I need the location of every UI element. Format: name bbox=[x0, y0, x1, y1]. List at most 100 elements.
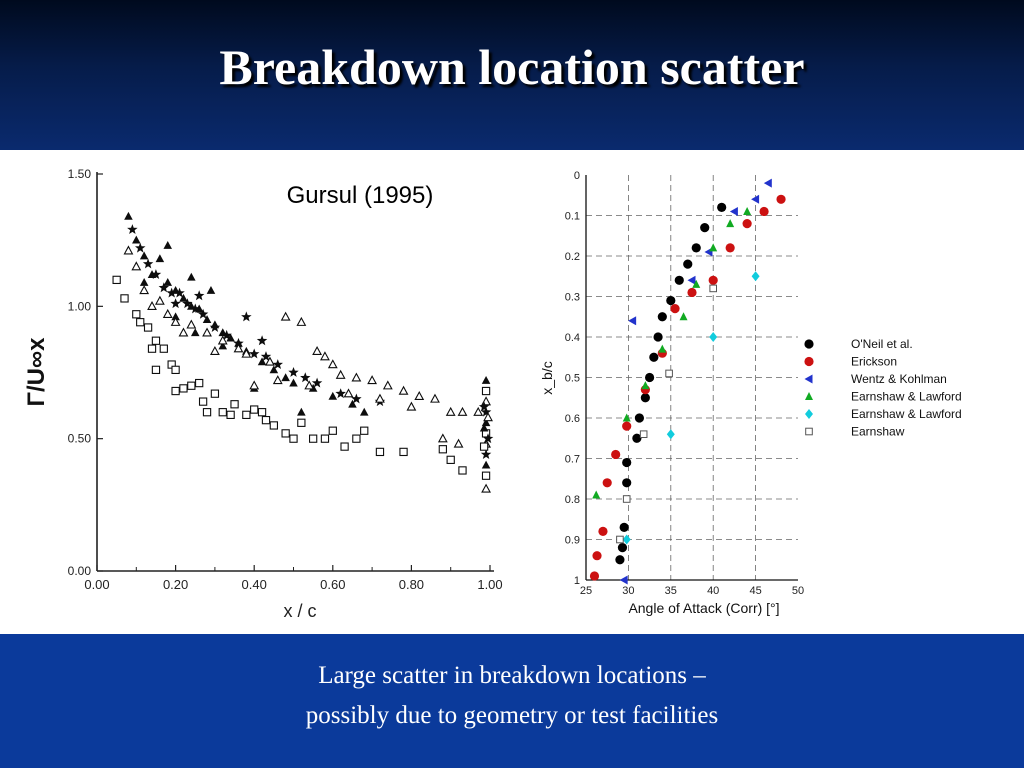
legend-entry-label: O'Neil et al. bbox=[851, 337, 913, 351]
left-data-point bbox=[218, 408, 227, 417]
left-data-point bbox=[136, 318, 145, 327]
left-data-point bbox=[289, 434, 298, 443]
left-data-point bbox=[445, 406, 456, 416]
right-y-tick-label: 0.1 bbox=[565, 211, 580, 223]
right-data-point bbox=[602, 478, 612, 488]
title-banner: Breakdown location scatter bbox=[0, 0, 1024, 150]
left-x-axis-label: x / c bbox=[283, 601, 316, 621]
left-data-point bbox=[202, 327, 212, 337]
left-data-point bbox=[304, 380, 315, 390]
left-data-point bbox=[289, 378, 298, 387]
right-y-tick-label: 0.4 bbox=[565, 332, 580, 344]
left-data-point bbox=[163, 278, 173, 286]
right-data-point bbox=[657, 312, 667, 322]
left-y-tick-label: 1.50 bbox=[68, 167, 92, 181]
left-data-point bbox=[257, 357, 267, 366]
right-data-point bbox=[759, 206, 769, 217]
left-data-point bbox=[375, 447, 385, 457]
left-data-point bbox=[480, 449, 492, 459]
left-data-point bbox=[481, 460, 491, 469]
left-data-point bbox=[233, 337, 244, 348]
left-data-point bbox=[187, 272, 196, 281]
left-data-point bbox=[151, 365, 161, 375]
right-data-point bbox=[622, 457, 632, 468]
left-data-point bbox=[206, 285, 216, 294]
right-x-tick-label: 40 bbox=[707, 585, 719, 597]
left-data-point bbox=[438, 445, 447, 454]
left-data-point bbox=[249, 380, 260, 390]
right-x-tick-label: 45 bbox=[749, 585, 761, 597]
right-data-point bbox=[617, 543, 628, 553]
right-y-axis-label: x_b/c bbox=[539, 361, 555, 394]
left-data-point bbox=[218, 341, 228, 350]
right-data-point bbox=[653, 332, 663, 342]
right-data-point bbox=[708, 275, 718, 285]
right-x-tick-label: 35 bbox=[665, 585, 677, 597]
left-data-point bbox=[260, 351, 272, 362]
left-data-point bbox=[312, 345, 322, 356]
right-y-tick-label: 0.8 bbox=[565, 494, 580, 506]
left-data-point bbox=[453, 438, 464, 448]
right-data-point bbox=[679, 312, 688, 321]
left-data-point bbox=[195, 378, 204, 388]
right-data-point bbox=[622, 495, 631, 503]
right-y-tick-label: 0 bbox=[574, 170, 580, 182]
left-data-point bbox=[250, 405, 259, 414]
left-data-point bbox=[124, 211, 133, 220]
left-data-point bbox=[187, 381, 196, 390]
right-data-point bbox=[709, 284, 717, 293]
left-data-point bbox=[281, 373, 290, 382]
left-x-tick-label: 0.40 bbox=[242, 577, 267, 592]
legend-marker bbox=[805, 392, 813, 400]
legend-entry-label: Wentz & Kohlman bbox=[851, 372, 947, 386]
left-data-point bbox=[406, 401, 417, 411]
left-data-point bbox=[308, 434, 318, 443]
left-data-point bbox=[171, 365, 180, 375]
left-data-point bbox=[127, 224, 138, 234]
right-x-axis-label: Angle of Attack (Corr) [°] bbox=[628, 600, 779, 616]
right-data-point bbox=[640, 393, 650, 403]
right-data-point bbox=[622, 534, 631, 545]
left-data-point bbox=[327, 359, 338, 369]
gursul-1995-annotation: Gursul (1995) bbox=[287, 182, 434, 209]
legend-marker bbox=[805, 409, 813, 419]
left-data-point bbox=[269, 421, 278, 430]
left-data-point bbox=[398, 385, 409, 395]
slide-title: Breakdown location scatter bbox=[219, 39, 805, 95]
right-data-point bbox=[639, 430, 648, 438]
left-data-point bbox=[367, 375, 378, 385]
left-data-point bbox=[351, 372, 362, 382]
left-data-point bbox=[135, 242, 146, 253]
left-x-tick-label: 1.00 bbox=[477, 577, 502, 592]
right-data-point bbox=[674, 275, 684, 285]
right-data-point bbox=[700, 223, 710, 233]
right-y-tick-label: 0.5 bbox=[565, 373, 580, 385]
left-data-point bbox=[481, 471, 491, 480]
right-data-point bbox=[666, 429, 675, 440]
left-x-tick-label: 0.00 bbox=[84, 577, 109, 592]
right-y-tick-label: 0.7 bbox=[565, 454, 580, 466]
left-data-point bbox=[159, 344, 168, 353]
left-data-point bbox=[320, 434, 330, 443]
left-data-point bbox=[269, 365, 279, 374]
left-data-point bbox=[171, 312, 180, 321]
left-data-point bbox=[481, 483, 491, 493]
left-data-point bbox=[481, 375, 491, 384]
left-data-point bbox=[193, 290, 205, 301]
right-data-point bbox=[622, 478, 632, 488]
left-data-point bbox=[457, 406, 468, 416]
left-data-point bbox=[288, 367, 299, 377]
left-data-point bbox=[186, 319, 197, 329]
left-data-point bbox=[217, 335, 228, 345]
right-y-tick-label: 0.2 bbox=[565, 251, 580, 263]
left-data-point bbox=[414, 390, 425, 401]
left-data-point bbox=[112, 275, 121, 285]
legend-marker bbox=[804, 339, 814, 349]
left-data-point bbox=[139, 278, 149, 286]
left-data-point bbox=[265, 356, 275, 366]
left-data-point bbox=[170, 298, 181, 309]
left-data-point bbox=[198, 397, 208, 406]
left-data-point bbox=[147, 344, 157, 353]
left-data-point bbox=[162, 308, 173, 318]
right-data-point bbox=[611, 449, 621, 460]
